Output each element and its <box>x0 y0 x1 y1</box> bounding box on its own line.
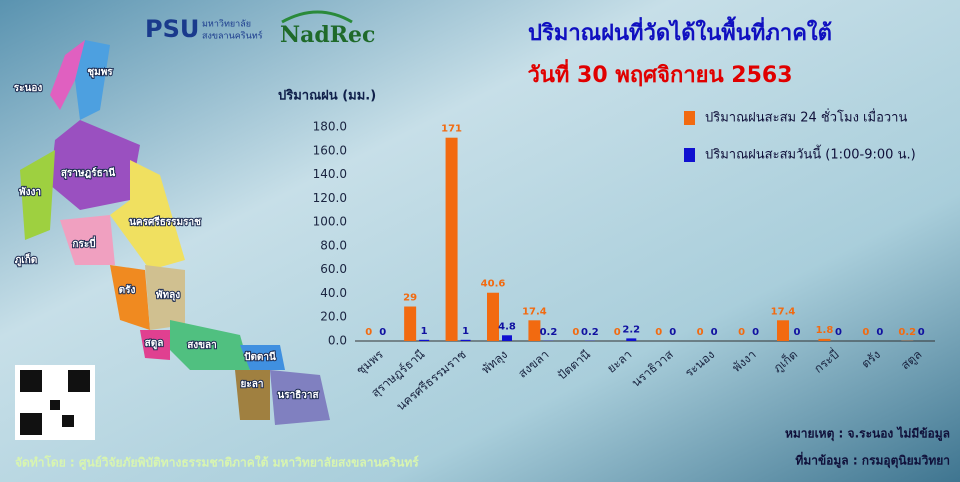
map-label: สุราษฎร์ธานี <box>61 167 115 179</box>
source: ที่มาข้อมูล : กรมอุตุนิยมวิทยา <box>795 452 950 469</box>
y-tick-label: 80.0 <box>320 238 347 252</box>
value-label: 0 <box>697 327 704 338</box>
province <box>240 345 285 370</box>
value-label: 0 <box>614 327 621 338</box>
map-label: ระนอง <box>14 83 43 94</box>
credit: จัดทำโดย : ศูนย์วิจัยภัยพิบัติทางธรรมชาต… <box>15 455 419 471</box>
y-tick-label: 120.0 <box>313 191 347 205</box>
legend-swatch <box>684 111 695 125</box>
province <box>110 160 185 270</box>
value-label: 0 <box>669 327 676 338</box>
map-label: พัทลุง <box>156 289 180 301</box>
bar <box>528 320 541 341</box>
map-label: นราธิวาส <box>277 389 319 401</box>
value-label: 0.2 <box>898 327 916 338</box>
y-tick-label: 60.0 <box>320 262 347 276</box>
value-label: 0 <box>738 327 745 338</box>
value-label: 0 <box>711 327 718 338</box>
psu-line1: มหาวิทยาลัย <box>202 19 251 30</box>
value-label: 0 <box>794 327 801 338</box>
value-label: 2.2 <box>622 324 640 335</box>
value-label: 1 <box>462 326 469 337</box>
nadrec-logo: NadRec <box>280 22 375 48</box>
province <box>50 120 140 210</box>
value-label: 0 <box>379 327 386 338</box>
value-label: 40.6 <box>481 279 506 290</box>
y-axis-label: ปริมาณฝน (มม.) <box>278 89 376 104</box>
map-label: ภูเก็ต <box>15 252 38 267</box>
value-label: 0 <box>365 327 372 338</box>
map-label: สงขลา <box>187 340 217 351</box>
value-label: 0 <box>918 327 925 338</box>
value-label: 1.8 <box>816 325 834 336</box>
map-label: สตูล <box>145 338 164 350</box>
province <box>20 150 55 240</box>
province <box>170 320 250 370</box>
psu-line2: สงขลานครินทร์ <box>202 30 263 42</box>
y-tick-label: 20.0 <box>320 310 347 324</box>
legend-swatch <box>684 148 695 162</box>
bar <box>818 338 831 341</box>
qr-pattern <box>20 370 90 435</box>
y-tick-label: 40.0 <box>320 286 347 300</box>
map-label: ชุมพร <box>87 67 113 78</box>
map-label: ยะลา <box>241 379 264 390</box>
value-label: 0 <box>862 327 869 338</box>
value-label: 4.8 <box>498 321 516 332</box>
y-tick-label: 0.0 <box>328 334 347 348</box>
legend-label: ปริมาณฝนสะสมวันนี้ (1:00-9:00 น.) <box>705 145 916 163</box>
value-label: 17.4 <box>522 306 547 317</box>
value-label: 1 <box>421 326 428 337</box>
psu-logo: PSU <box>145 15 199 43</box>
province <box>60 215 115 265</box>
value-label: 171 <box>441 124 462 135</box>
y-tick-label: 160.0 <box>313 143 347 157</box>
value-label: 0 <box>752 327 759 338</box>
value-label: 0 <box>572 327 579 338</box>
province <box>140 330 170 360</box>
bar <box>626 338 637 341</box>
value-label: 29 <box>403 293 417 304</box>
province <box>50 40 85 110</box>
province <box>235 370 270 420</box>
province <box>270 370 330 425</box>
map-label: พังงา <box>19 186 41 198</box>
y-tick-label: 140.0 <box>313 167 347 181</box>
map-label: นครศรีธรรมราช <box>129 216 201 228</box>
bar <box>445 137 458 341</box>
map-label: กระบี่ <box>72 236 95 250</box>
logos: PSU มหาวิทยาลัย สงขลานครินทร์ NadRec <box>145 10 375 48</box>
nadrec-arc <box>281 10 353 24</box>
province <box>75 40 110 120</box>
province <box>145 265 185 330</box>
y-tick-label: 100.0 <box>313 215 347 229</box>
value-label: 0.2 <box>581 327 599 338</box>
province <box>110 265 150 330</box>
map-label: ปัตตานี <box>244 351 276 363</box>
chart-subtitle: วันที่ 30 พฤศจิกายน 2563 <box>528 58 793 88</box>
value-label: 0 <box>876 327 883 338</box>
bar <box>502 335 512 341</box>
bar <box>419 339 430 341</box>
chart-title: ปริมาณฝนที่วัดได้ในพื้นที่ภาคใต้ <box>528 16 832 46</box>
map <box>20 40 330 425</box>
bar <box>777 320 789 341</box>
value-label: 0 <box>655 327 662 338</box>
bar <box>404 306 417 341</box>
value-label: 17.4 <box>771 306 796 317</box>
map-label: ตรัง <box>119 284 136 296</box>
y-tick-label: 180.0 <box>313 120 347 134</box>
bar <box>487 292 499 341</box>
bar <box>460 339 471 341</box>
remark: หมายเหตุ : จ.ระนอง ไม่มีข้อมูล <box>785 426 950 442</box>
legend-label: ปริมาณฝนสะสม 24 ชั่วโมง เมื่อวาน <box>705 109 907 126</box>
value-label: 0 <box>835 327 842 338</box>
value-label: 0.2 <box>540 327 558 338</box>
